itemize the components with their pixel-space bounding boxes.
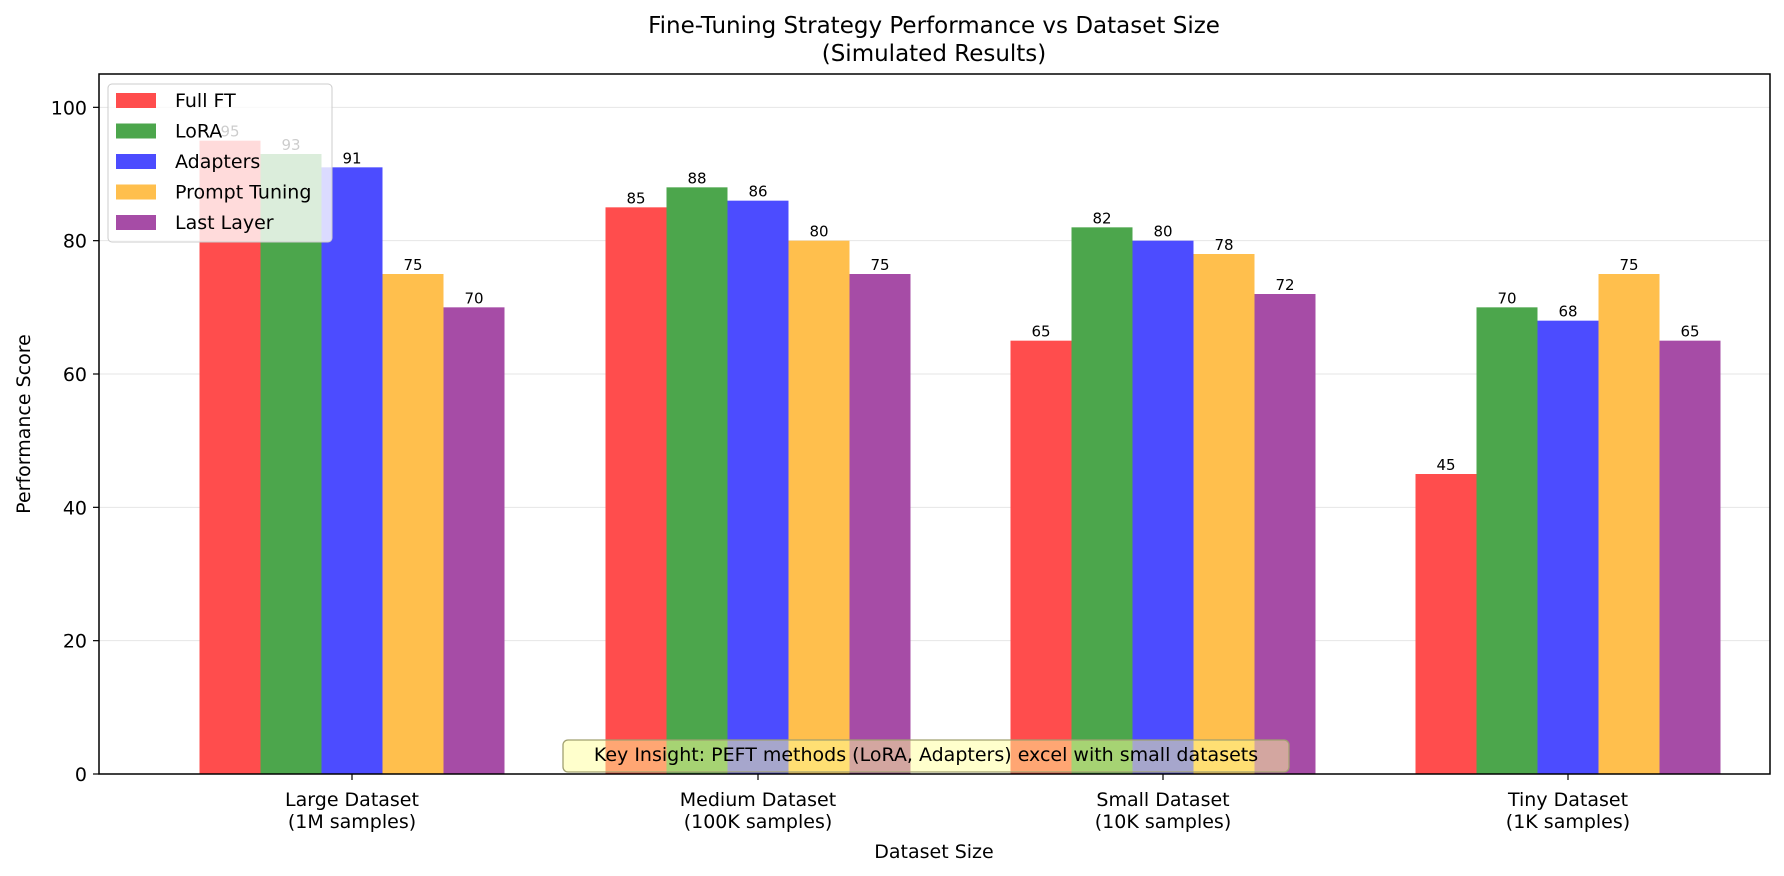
- bar: [788, 240, 850, 774]
- legend-label: Last Layer: [175, 212, 274, 234]
- x-tick-label: Small Dataset: [1096, 789, 1229, 811]
- bar: [1071, 227, 1133, 775]
- annotation-text: Key Insight: PEFT methods (LoRA, Adapter…: [594, 744, 1258, 766]
- bar-value-label: 75: [403, 256, 422, 274]
- y-tick-label: 100: [51, 97, 87, 119]
- x-tick-label: Tiny Dataset: [1507, 789, 1628, 811]
- y-tick-label: 40: [63, 497, 87, 519]
- x-tick-label: (1K samples): [1506, 811, 1630, 833]
- bar: [1659, 340, 1721, 774]
- bar-value-label: 85: [626, 189, 645, 207]
- bar-value-label: 72: [1275, 276, 1294, 294]
- bar-value-label: 78: [1214, 236, 1233, 254]
- y-tick-label: 20: [63, 631, 87, 653]
- y-tick-label: 0: [75, 764, 87, 786]
- bar-value-label: 70: [1497, 289, 1516, 307]
- bar-value-label: 68: [1558, 303, 1577, 321]
- bar: [727, 200, 789, 774]
- y-axis-ticks: 0 20 40 60 80 100: [51, 97, 99, 786]
- bar: [1415, 474, 1477, 774]
- x-tick-label: (10K samples): [1095, 811, 1231, 833]
- bars: [199, 140, 1721, 775]
- x-tick-label: Medium Dataset: [680, 789, 836, 811]
- bar: [849, 274, 911, 774]
- bar: [260, 154, 322, 774]
- bar-value-label: 82: [1092, 209, 1111, 227]
- bar: [443, 307, 505, 774]
- x-axis-ticks: Large Dataset(1M samples)Medium Dataset(…: [285, 774, 1630, 833]
- legend-swatch: [116, 154, 156, 169]
- y-axis-label: Performance Score: [13, 334, 35, 514]
- bar: [1010, 340, 1072, 774]
- x-tick-label: (100K samples): [684, 811, 833, 833]
- bar: [605, 207, 667, 775]
- x-tick-label: (1M samples): [288, 811, 416, 833]
- bar-value-label: 91: [342, 149, 361, 167]
- chart-subtitle: (Simulated Results): [822, 41, 1047, 67]
- bar-value-label: 65: [1031, 323, 1050, 341]
- bar: [382, 274, 444, 774]
- chart-title: Fine-Tuning Strategy Performance vs Data…: [648, 13, 1220, 39]
- bar-value-label: 75: [870, 256, 889, 274]
- annotation-box: [562, 739, 1290, 773]
- bar-value-label: 45: [1436, 456, 1455, 474]
- legend-swatch: [116, 215, 156, 230]
- bar: [1132, 240, 1194, 774]
- bar-value-label: 70: [464, 289, 483, 307]
- legend-frame: [107, 83, 333, 243]
- legend-swatch: [116, 123, 156, 139]
- legend-label: Prompt Tuning: [175, 182, 311, 204]
- bar-value-label: 88: [687, 169, 706, 187]
- bar: [1193, 254, 1255, 774]
- bar: [1254, 294, 1316, 774]
- bar: [1598, 274, 1660, 774]
- plot-frame: [98, 73, 1771, 775]
- bar: [321, 167, 383, 775]
- legend: Full FT LoRA Adapters Prompt Tuning Last Lay…: [107, 83, 333, 243]
- legend-label: LoRA: [175, 121, 222, 143]
- x-tick-label: Large Dataset: [285, 789, 419, 811]
- bar: [666, 187, 728, 775]
- bar: [199, 140, 261, 774]
- bar-value-label: 75: [1619, 256, 1638, 274]
- legend-label: Full FT: [175, 90, 236, 112]
- bar: [1476, 307, 1538, 774]
- bar-value-label: 80: [1153, 223, 1172, 241]
- x-axis-label: Dataset Size: [874, 841, 993, 863]
- legend-swatch: [116, 93, 156, 108]
- y-tick-label: 80: [63, 231, 87, 253]
- legend-label: Adapters: [175, 151, 260, 173]
- bar: [1537, 320, 1599, 774]
- bar-value-label: 65: [1680, 323, 1699, 341]
- y-tick-label: 60: [63, 364, 87, 386]
- key-insight-annotation: Key Insight: PEFT methods (LoRA, Adapter…: [562, 739, 1290, 773]
- bar-value-label: 86: [748, 183, 767, 201]
- bar-value-label: 80: [809, 223, 828, 241]
- legend-swatch: [116, 184, 156, 200]
